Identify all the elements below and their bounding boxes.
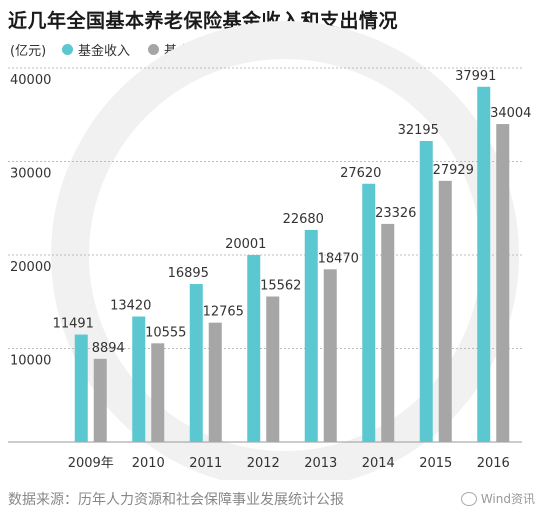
data-label-income: 32195 — [398, 123, 439, 138]
bar-expense — [266, 296, 280, 442]
legend-swatch-income — [62, 44, 73, 55]
data-label-expense: 27929 — [433, 163, 474, 178]
grid-lines — [8, 67, 522, 443]
y-tick-labels: 10000 20000 30000 40000 — [10, 73, 51, 369]
x-tick-label: 2013 — [304, 456, 337, 471]
legend-swatch-expense — [148, 44, 160, 55]
bar-expense — [496, 124, 510, 443]
data-label-expense: 15562 — [260, 278, 301, 293]
x-tick-label: 2009年 — [68, 456, 114, 471]
data-label-expense: 18470 — [318, 251, 359, 266]
data-source: 数据来源：历年人力资源和社会保障事业发展统计公报 — [8, 492, 344, 508]
bar-expense — [208, 322, 222, 442]
bar-income — [477, 86, 491, 442]
x-tick-label: 2010 — [132, 456, 165, 471]
bar-expense — [323, 269, 337, 442]
x-tick-label: 2014 — [362, 456, 395, 471]
data-label-expense: 8894 — [92, 341, 125, 356]
x-tick-labels: 2009年 2010 2011 2012 2013 2014 2015 2016 — [68, 456, 510, 471]
data-label-income: 16895 — [168, 266, 209, 281]
watermark-text: Wind资讯 — [480, 492, 535, 506]
bar-income — [132, 316, 146, 442]
x-tick-label: 2016 — [477, 456, 510, 471]
data-label-income: 20001 — [225, 237, 266, 252]
wechat-icon — [460, 491, 477, 506]
bar-income — [247, 254, 261, 442]
data-label-expense: 23326 — [375, 206, 416, 221]
bar-expense — [93, 358, 107, 442]
x-tick-label: 2015 — [419, 456, 452, 471]
data-label-income: 27620 — [340, 166, 381, 181]
data-label-expense: 10555 — [145, 325, 186, 340]
data-label-expense: 12765 — [203, 305, 244, 320]
y-tick-label: 40000 — [10, 73, 51, 88]
y-tick-label: 20000 — [10, 260, 51, 275]
bar-income — [189, 284, 203, 442]
bar-chart: 10000 20000 30000 40000 11491 8894 13420 10555… — [8, 21, 532, 480]
data-label-income: 22680 — [283, 212, 324, 227]
bar-expense — [438, 180, 452, 443]
bar-income — [304, 229, 318, 442]
y-axis-unit: (亿元) — [10, 44, 47, 59]
y-tick-label: 10000 — [10, 354, 51, 369]
x-tick-label: 2012 — [247, 456, 280, 471]
bar-income — [362, 183, 376, 443]
data-label-expense: 34004 — [490, 106, 531, 121]
bar-expense — [151, 343, 165, 442]
bar-expense — [381, 223, 395, 442]
watermark: Wind资讯 — [460, 490, 535, 507]
bar-income — [74, 334, 88, 442]
data-label-income: 11491 — [53, 317, 94, 332]
y-tick-label: 30000 — [10, 167, 51, 182]
bars — [74, 86, 510, 443]
legend-entry-income: 基金收入 — [62, 40, 130, 59]
bar-income — [419, 140, 433, 442]
data-labels: 11491 8894 13420 10555 16895 12765 20001 15562 2… — [53, 69, 532, 356]
data-label-income: 37991 — [455, 69, 496, 84]
legend-label-income: 基金收入 — [78, 44, 131, 59]
data-label-income: 13420 — [110, 299, 151, 314]
x-tick-label: 2011 — [189, 456, 222, 471]
